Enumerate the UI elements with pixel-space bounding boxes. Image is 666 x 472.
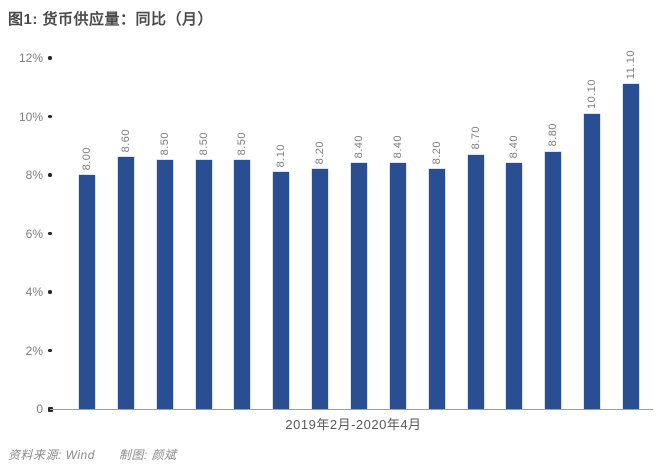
- bar-value-label: 8.40: [508, 134, 521, 159]
- bar-value-label: 8.70: [469, 126, 482, 150]
- bar-value-label: 8.50: [197, 131, 210, 156]
- y-tick-dot: [48, 173, 52, 177]
- bar: [622, 84, 639, 409]
- bar: [156, 160, 173, 409]
- y-tick-dot: [48, 56, 52, 60]
- y-tick-label: 10%: [18, 109, 43, 124]
- y-tick-label: 8%: [25, 168, 43, 182]
- bar: [467, 154, 484, 409]
- bar-value-label: 11.10: [624, 50, 637, 80]
- x-axis-label: 2019年2月-2020年4月: [285, 417, 422, 432]
- bar: [312, 169, 329, 409]
- bar-value-label: 8.60: [119, 129, 132, 153]
- bar: [79, 175, 95, 409]
- x-axis-line: [50, 408, 653, 410]
- y-tick-dot: [48, 348, 52, 353]
- bar: [389, 163, 406, 409]
- bar-value-label: 8.50: [158, 131, 171, 156]
- chart-footer: 资料来源: Wind 制图: 颜斌: [8, 446, 177, 463]
- bar: [195, 160, 212, 409]
- bar-value-label: 10.10: [586, 78, 599, 109]
- bar: [428, 169, 445, 409]
- bar: [350, 163, 367, 409]
- y-tick-label: 6%: [25, 226, 43, 241]
- bar: [506, 163, 523, 409]
- chart-title: 图1: 货币供应量：同比（月）: [8, 11, 214, 28]
- bar-value-label: 8.00: [81, 146, 93, 170]
- bar-value-label: 8.40: [391, 134, 404, 159]
- y-tick-dot: [48, 290, 52, 294]
- bar: [273, 172, 290, 409]
- bar-value-label: 8.10: [275, 143, 288, 168]
- bar-value-label: 8.80: [547, 123, 560, 147]
- bar: [545, 151, 562, 409]
- y-tick-label: 2%: [25, 343, 43, 358]
- bar-value-label: 8.20: [430, 140, 443, 165]
- y-tick-label: 0: [36, 402, 43, 416]
- y-tick-dot: [48, 114, 52, 119]
- bar: [117, 157, 134, 409]
- bar: [234, 160, 251, 409]
- y-tick-dot: [48, 231, 52, 236]
- source-note: 资料来源: Wind: [8, 448, 95, 462]
- bar-value-label: 8.40: [352, 134, 365, 159]
- bar-value-label: 8.50: [236, 131, 249, 156]
- credit-note: 制图: 颜斌: [118, 448, 177, 462]
- y-tick-label: 12%: [18, 51, 43, 65]
- y-tick-label: 4%: [25, 285, 43, 299]
- bar: [584, 113, 601, 409]
- bar-value-label: 8.20: [314, 140, 327, 165]
